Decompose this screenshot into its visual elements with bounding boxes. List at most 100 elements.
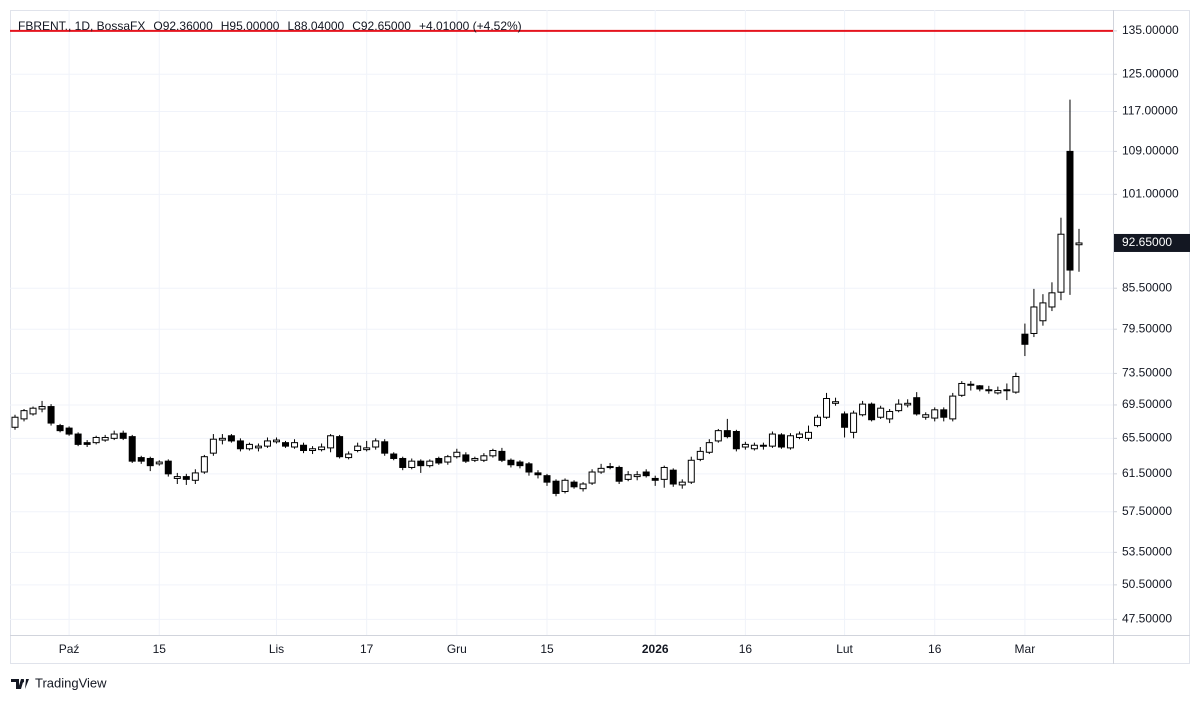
candle-body [128,436,136,462]
candle-body [606,466,614,469]
candle-body [65,427,73,435]
candle-body [444,456,452,463]
ohlc-value: +4.01000 (+4.52%) [419,19,522,33]
candle-body [705,442,713,453]
candle-body [146,457,154,467]
candle-body [696,450,704,460]
candle-body [137,457,145,462]
ohlc-value: H95.00000 [221,19,280,33]
candle-body [155,461,163,465]
candle-body [534,472,542,476]
candle-body [832,401,840,404]
x-tick-label: 15 [540,642,554,656]
candle-body [570,481,578,488]
candle-body [1048,292,1056,308]
candle-body [83,442,91,445]
candle-body [1057,233,1065,293]
candle-body [741,443,749,448]
candle-body [417,460,425,467]
candle-body [994,390,1002,394]
candle-body [47,406,55,424]
candle-body [1012,375,1020,393]
candle-body [814,416,822,427]
candle-body [381,441,389,454]
candle-body [272,439,280,443]
last-price-label: 92.65000 [1122,235,1172,249]
candle-body [110,433,118,439]
candle-body [1021,333,1029,345]
candles [10,29,1113,497]
candle-body [615,466,623,482]
candle-body [525,463,533,473]
y-tick-label: 69.50000 [1122,397,1172,411]
legend-header: FBRENT., 1D, BossaFX O92.36000 H95.00000 L8… [18,19,522,33]
candle-body [164,460,172,475]
y-tick-label: 65.50000 [1122,431,1172,445]
candle-body [245,443,253,450]
candle-body [895,403,903,412]
y-tick-label: 79.50000 [1122,321,1172,335]
candle-body [579,483,587,490]
ohlc-value: L88.04000 [287,19,344,33]
candle-body [345,453,353,459]
candle-body [20,410,28,420]
candle-body [200,456,208,473]
candle-body [976,385,984,390]
logo-dot [20,679,25,683]
candle-body [516,461,524,467]
candle-body [318,446,326,451]
x-tick-label: 15 [153,642,167,656]
candle-body [209,438,217,454]
candle-body [390,453,398,459]
candle-body [940,409,948,418]
candle-body [236,440,244,450]
x-tick-label: Lis [269,642,284,656]
candle-body [435,457,443,464]
candle-body [804,431,812,439]
candle-body [967,383,975,386]
candle-body [624,474,632,480]
brand-name: TradingView [35,675,107,690]
candle-body [462,454,470,462]
candle-body [922,414,930,418]
y-tick-label: 73.50000 [1122,366,1172,380]
candle-body [11,416,19,428]
candle-body [363,447,371,451]
candle-body [119,432,127,439]
symbol: FBRENT., 1D, BossaFX [18,19,145,33]
candle-body [1066,150,1074,271]
x-tick-label: Lut [836,642,853,656]
branding: TradingView [11,675,107,690]
candle-body [1039,302,1047,322]
candle-body [949,395,957,420]
y-tick-label: 53.50000 [1122,545,1172,559]
candle-body [1030,306,1038,334]
x-tick-label: 2026 [642,642,669,656]
candle-body [1075,242,1083,246]
candle-body [426,460,434,467]
candle-body [552,480,560,494]
y-tick-label: 109.00000 [1122,144,1179,158]
ohlc-value: C92.65000 [352,19,411,33]
y-tick-label: 101.00000 [1122,187,1179,201]
candle-body [399,457,407,468]
candle-body [651,477,659,481]
candle-body [777,434,785,448]
candle-body [859,403,867,416]
y-tick-label: 125.00000 [1122,66,1179,80]
candle-body [327,435,335,449]
candle-body [336,436,344,458]
candle-body [282,442,290,447]
candle-body [768,433,776,447]
candle-body [218,437,226,441]
candle-body [354,445,362,452]
candle-body [723,430,731,438]
candle-body [588,471,596,484]
candle-body [173,476,181,479]
candle-body [597,467,605,473]
candle-body [182,476,190,480]
candle-body [498,450,506,461]
candle-body [669,469,677,485]
candle-body [714,430,722,442]
candle-body [29,407,37,415]
